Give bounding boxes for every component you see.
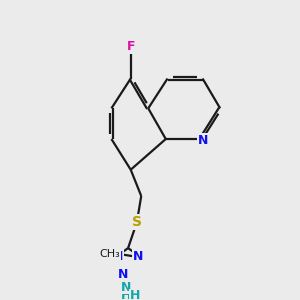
Text: F: F [127, 40, 135, 53]
Text: N: N [112, 250, 123, 263]
Text: N: N [118, 268, 128, 281]
Text: H: H [130, 290, 140, 300]
Text: H: H [120, 290, 131, 300]
Text: S: S [132, 215, 142, 229]
Text: CH₃: CH₃ [99, 249, 120, 260]
Text: N: N [198, 134, 209, 147]
Text: N: N [120, 281, 131, 294]
Text: N: N [133, 250, 144, 263]
